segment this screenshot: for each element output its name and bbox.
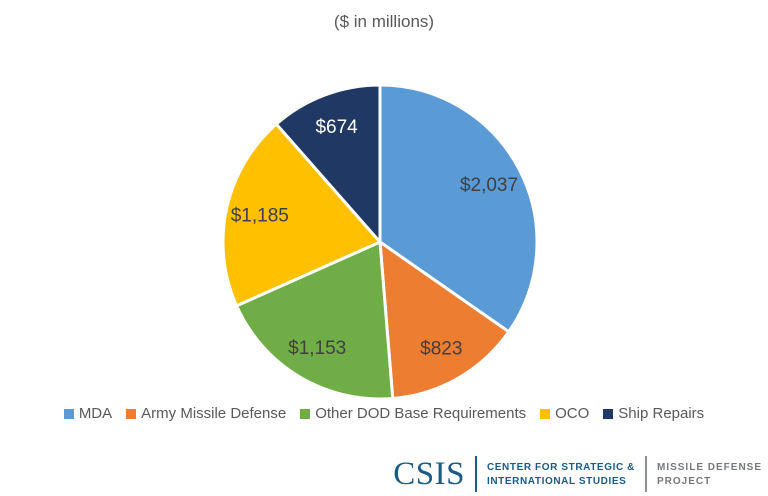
chart-legend: MDA Army Missile Defense Other DOD Base Re… [0,405,768,422]
slice-label-mda: $2,037 [460,175,518,196]
project-name: MISSILE DEFENSE PROJECT [657,455,762,493]
csis-logo: CSIS [393,456,465,492]
pie-slice-mda [378,83,539,334]
footer-divider [644,456,647,492]
footer-divider [474,456,477,492]
slice-label-oco: $1,185 [231,206,289,227]
pie-slice-oco [221,122,382,308]
csis-org-name: CENTER FOR STRATEGIC & INTERNATIONAL STU… [487,455,635,493]
slice-label-other-dod-base-requirements: $1,153 [288,338,346,359]
project-line-1: MISSILE DEFENSE [656,461,762,473]
slice-label-army-missile-defense: $823 [420,339,462,360]
legend-item-ship-repairs: Ship Repairs [603,405,704,422]
legend-item-mda: MDA [63,405,113,422]
legend-label: Other DOD Base Requirements [315,405,527,422]
legend-marker-other-dod-base-requirements [300,408,311,419]
pie-slice-other-dod-base-requirements [235,240,395,401]
legend-item-other-dod-base-requirements: Other DOD Base Requirements [300,405,526,422]
org-line-1: CENTER FOR STRATEGIC & [486,461,635,473]
legend-label: MDA [78,405,113,422]
org-line-2: INTERNATIONAL STUDIES [486,475,627,487]
legend-item-oco: OCO [540,405,589,422]
legend-item-army-missile-defense: Army Missile Defense [126,405,286,422]
legend-marker-army-missile-defense [126,408,137,419]
legend-label: Ship Repairs [618,405,705,422]
chart-title: ($ in millions) [333,12,435,31]
legend-label: OCO [555,405,590,422]
project-line-2: PROJECT [656,475,712,487]
legend-marker-oco [540,408,551,419]
legend-label: Army Missile Defense [141,405,287,422]
csis-footer: CSIS CENTER FOR STRATEGIC & INTERNATIONA… [393,455,762,493]
slice-label-ship-repairs: $674 [315,117,358,138]
legend-marker-mda [63,408,74,419]
pie-slice-ship-repairs [274,83,382,244]
pie-slice-army-missile-defense [378,240,511,400]
legend-marker-ship-repairs [603,408,614,419]
